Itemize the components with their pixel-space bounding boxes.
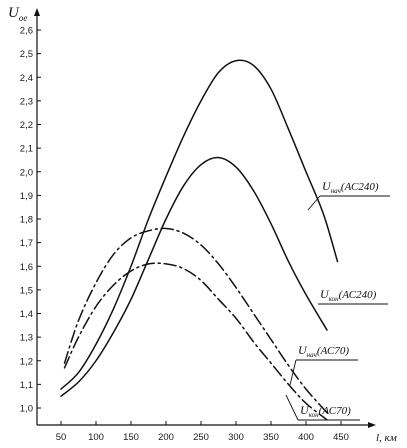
svg-text:Uнач(АС70): Uнач(АС70)	[298, 343, 349, 359]
annotation-main: U	[298, 343, 308, 357]
series-u-kon-ac240	[60, 156, 328, 397]
annotation-leader	[289, 359, 297, 386]
annotation-u-nach-ac70: Uнач(АС70)	[289, 343, 358, 386]
y-tick-label: 1,0	[20, 404, 33, 415]
series-layer	[60, 59, 339, 421]
y-axis-title-sub: ое	[19, 13, 28, 23]
svg-text:Uкон(АС70): Uкон(АС70)	[300, 403, 351, 419]
y-tick-label: 1,2	[20, 356, 33, 367]
y-tick-label: 2,2	[20, 120, 33, 131]
x-tick-label: 350	[263, 432, 279, 443]
series-u-nach-ac70	[63, 227, 328, 414]
annotation-main: U	[320, 287, 330, 301]
y-tick-label: 1,7	[20, 238, 33, 249]
annotation-suffix: (АС70)	[317, 345, 349, 357]
x-tick-label: 400	[298, 432, 314, 443]
annotation-main: U	[300, 403, 310, 417]
annotation-main: U	[322, 179, 332, 193]
annotation-u-kon-ac240: Uкон(АС240)	[318, 287, 388, 305]
y-axis-title-main: U	[8, 5, 20, 21]
annotation-sub: нач	[331, 187, 342, 195]
y-tick-label: 2,4	[20, 73, 33, 84]
x-tick-label: 50	[56, 432, 67, 443]
series-u-nach-ac240	[60, 59, 339, 390]
y-tick-label: 1,3	[20, 333, 33, 344]
annotation-suffix: (АС240)	[341, 181, 379, 193]
svg-text:Uнач(АС240): Uнач(АС240)	[322, 179, 379, 195]
y-tick-label: 2,0	[20, 167, 33, 178]
y-tick-label: 1,6	[20, 262, 33, 273]
annotation-suffix: (АС240)	[339, 289, 377, 301]
svg-text:Uкон(АС240): Uкон(АС240)	[320, 287, 377, 303]
y-tick-label: 1,9	[20, 191, 33, 202]
x-tick-label: 250	[193, 432, 209, 443]
annotation-sub: кон	[309, 411, 320, 419]
y-tick-label: 2,3	[20, 96, 33, 107]
annotation-leader	[285, 394, 299, 421]
annotation-sub: кон	[329, 295, 340, 303]
y-tick-label: 1,4	[20, 309, 33, 320]
y-tick-label: 2,6	[20, 26, 33, 37]
x-axis-title: l, км	[376, 432, 397, 444]
y-axis-title: Uое	[8, 5, 27, 23]
y-tick-label: 1,1	[20, 380, 33, 391]
annotation-leader	[307, 195, 321, 211]
annotation-suffix: (АС70)	[319, 405, 351, 417]
ticks: 50 100 150 200 250 300 350 400 450 1,0 1,1 1,2 1,3 1,…	[20, 26, 349, 444]
annotation-u-kon-ac70: Uкон(АС70)	[285, 394, 360, 421]
y-tick-label: 2,1	[20, 144, 33, 155]
x-tick-label: 150	[123, 432, 139, 443]
x-tick-label: 200	[158, 432, 174, 443]
y-tick-label: 2,5	[20, 49, 33, 60]
x-tick-label: 300	[228, 432, 244, 443]
x-tick-label: 100	[88, 432, 104, 443]
annotation-sub: нач	[307, 351, 318, 359]
y-tick-label: 1,5	[20, 285, 33, 296]
series-u-kon-ac70	[63, 262, 328, 421]
y-tick-label: 1,8	[20, 215, 33, 226]
x-tick-label: 450	[333, 432, 349, 443]
annotation-u-nach-ac240: Uнач(АС240)	[307, 179, 390, 211]
